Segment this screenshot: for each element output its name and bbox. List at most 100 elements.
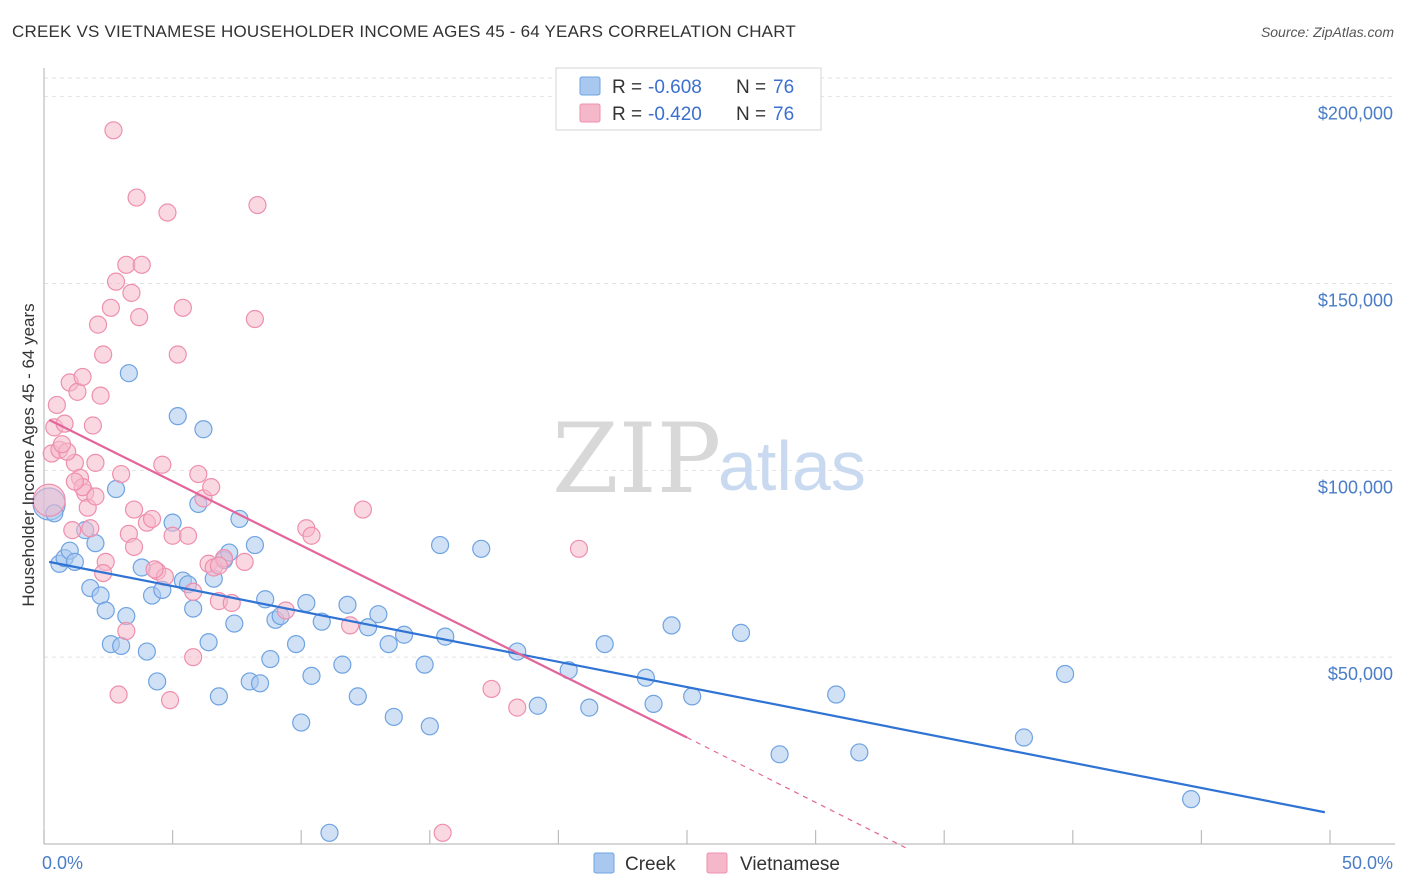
data-point	[209, 556, 228, 575]
data-point	[86, 487, 105, 506]
data-point	[178, 526, 198, 545]
data-point	[482, 679, 501, 699]
legend-n-label-vietnamese: N =	[736, 104, 766, 125]
y-tick-label: $200,000	[1318, 104, 1393, 124]
bottom-legend-label-vietnamese: Vietnamese	[740, 854, 840, 875]
data-point	[827, 685, 846, 704]
legend-r-value-creek: -0.608	[648, 77, 702, 98]
data-point	[127, 188, 146, 207]
data-point	[850, 743, 869, 762]
data-point	[148, 672, 167, 691]
data-point	[96, 601, 115, 620]
data-point	[117, 255, 136, 274]
data-point	[415, 655, 434, 674]
data-point	[112, 464, 131, 484]
data-point	[292, 713, 311, 732]
data-point	[194, 420, 213, 439]
data-point	[168, 345, 187, 364]
data-point	[394, 625, 414, 644]
data-point	[384, 707, 403, 727]
data-point	[189, 464, 208, 484]
data-point	[158, 203, 177, 222]
legend-r-label-vietnamese: R =	[612, 104, 642, 125]
data-point	[1014, 728, 1034, 747]
data-point	[202, 478, 221, 497]
data-point	[569, 539, 589, 558]
data-point	[94, 345, 113, 364]
data-point	[353, 500, 373, 519]
watermark-atlas: atlas	[718, 427, 866, 505]
data-point	[142, 509, 162, 529]
data-point	[119, 364, 138, 383]
data-point	[168, 407, 187, 426]
data-point	[302, 526, 321, 545]
data-point	[248, 195, 267, 215]
data-point	[32, 483, 66, 517]
trend-lines	[48, 418, 1326, 849]
trend-extension-vietnamese	[686, 736, 906, 849]
data-point	[286, 634, 306, 654]
y-tick-label: $50,000	[1328, 664, 1393, 684]
data-point	[163, 526, 182, 545]
data-point	[117, 621, 136, 641]
x-tick-label-max: 50.0%	[1342, 853, 1393, 873]
data-point	[132, 255, 151, 274]
data-point	[662, 616, 681, 635]
data-point	[47, 395, 66, 415]
data-point	[65, 472, 84, 491]
data-point	[302, 666, 321, 685]
data-point	[348, 687, 367, 706]
data-point	[109, 685, 128, 704]
data-point	[86, 453, 105, 472]
data-points	[32, 121, 1201, 842]
x-tick-label-min: 0.0%	[42, 853, 83, 873]
data-point	[235, 552, 254, 571]
data-point	[472, 539, 491, 558]
series-vietnamese	[32, 121, 589, 842]
data-point	[508, 698, 527, 717]
data-point	[683, 687, 702, 706]
data-point	[73, 367, 92, 387]
data-point	[101, 298, 120, 317]
data-point	[369, 605, 388, 624]
data-point	[160, 691, 180, 710]
data-point	[124, 500, 144, 519]
data-point	[250, 674, 270, 693]
data-point	[430, 535, 450, 555]
data-point	[153, 455, 172, 474]
legend-swatch-creek	[579, 76, 601, 96]
data-point	[528, 696, 547, 715]
y-tick-label: $150,000	[1318, 291, 1393, 311]
data-point	[1055, 664, 1075, 684]
data-point	[81, 519, 100, 538]
watermark: ZIP atlas	[552, 403, 866, 515]
data-point	[333, 655, 352, 674]
y-axis-label: Householder Income Ages 45 - 64 years	[19, 303, 38, 606]
data-point	[320, 823, 339, 842]
data-point	[130, 308, 149, 327]
data-point	[644, 694, 663, 713]
data-point	[173, 298, 192, 317]
data-point	[104, 121, 123, 140]
trend-line-creek	[48, 560, 1326, 814]
data-point	[63, 521, 82, 540]
legend-n-value-creek: 76	[773, 77, 794, 98]
data-point	[420, 717, 439, 736]
data-point	[261, 649, 280, 669]
data-point	[580, 698, 599, 717]
data-point	[199, 633, 218, 652]
data-point	[122, 283, 141, 302]
data-point	[145, 560, 164, 579]
data-point	[1182, 790, 1201, 809]
legend-n-value-vietnamese: 76	[773, 104, 794, 125]
data-point	[770, 745, 789, 764]
data-point	[124, 537, 144, 557]
data-point	[137, 642, 156, 661]
data-point	[209, 687, 228, 706]
legend-swatch-vietnamese	[579, 103, 601, 123]
data-point	[338, 595, 357, 614]
data-point	[245, 535, 265, 555]
data-point	[184, 648, 203, 667]
data-point	[225, 614, 244, 633]
